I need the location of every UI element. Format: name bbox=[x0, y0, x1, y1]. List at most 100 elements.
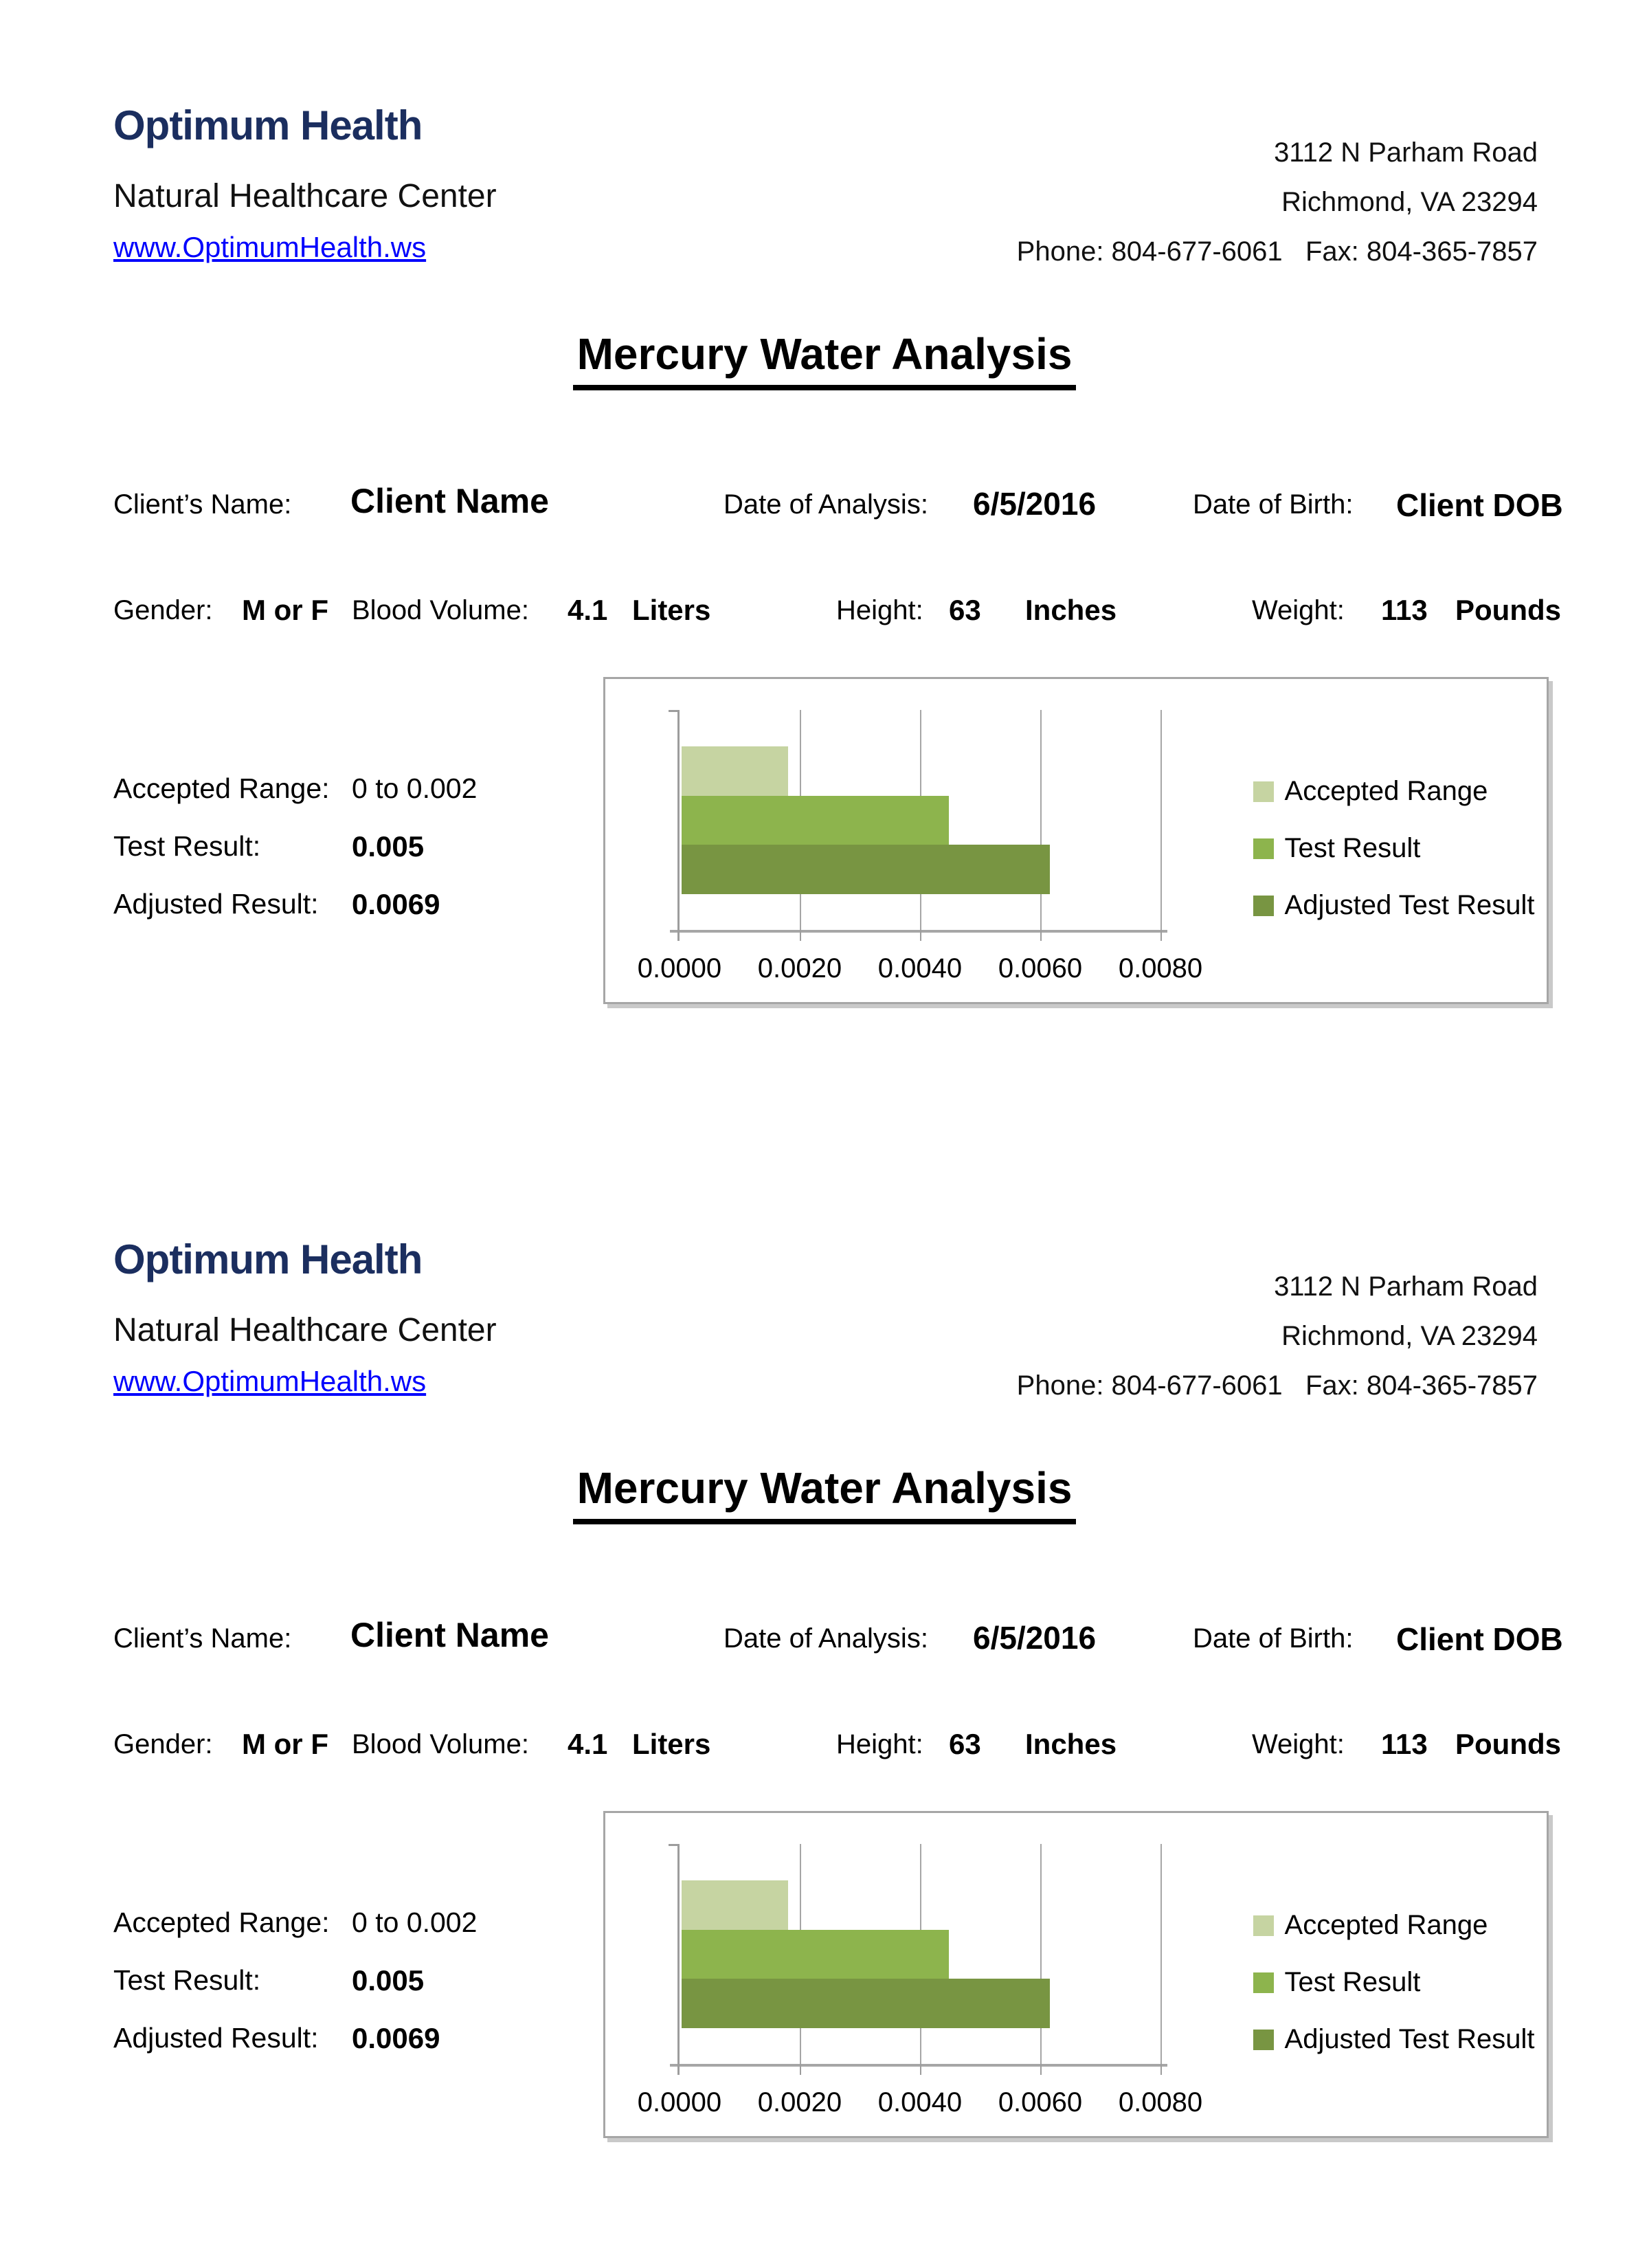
report-title: Mercury Water Analysis bbox=[572, 1463, 1077, 1524]
height-label: Height: bbox=[836, 595, 923, 625]
bar-group bbox=[681, 1880, 1353, 2028]
accepted-range-label: Accepted Range: bbox=[113, 1906, 330, 1938]
date-of-analysis-value: 6/5/2016 bbox=[973, 486, 1097, 522]
weight-label: Weight: bbox=[1252, 595, 1345, 625]
x-tick-label: 0.0080 bbox=[1118, 2087, 1203, 2117]
legend-label: Adjusted Test Result bbox=[1284, 2024, 1535, 2054]
legend-item-test-result: Test Result bbox=[1253, 1967, 1535, 1998]
legend-item-adjusted-test-result: Adjusted Test Result bbox=[1253, 890, 1535, 921]
x-axis-tick bbox=[1040, 2063, 1042, 2075]
blood-volume-unit: Liters bbox=[632, 594, 711, 626]
gridline bbox=[1160, 710, 1162, 930]
legend-label: Adjusted Test Result bbox=[1284, 890, 1535, 920]
legend-label: Test Result bbox=[1284, 833, 1421, 863]
weight-unit: Pounds bbox=[1455, 594, 1561, 626]
org-subtitle: Natural Healthcare Center bbox=[113, 1312, 497, 1348]
legend-swatch-adjusted-test-result bbox=[1253, 2029, 1274, 2050]
adjusted-result-label: Adjusted Result: bbox=[113, 888, 319, 920]
legend-swatch-accepted-range bbox=[1253, 1915, 1274, 1936]
x-tick-label: 0.0020 bbox=[757, 2087, 842, 2117]
legend-label: Test Result bbox=[1284, 1967, 1421, 1997]
adjusted-result-value: 0.0069 bbox=[352, 888, 440, 920]
gridline bbox=[1160, 1844, 1162, 2064]
address-city: Richmond, VA 23294 bbox=[1281, 187, 1538, 217]
legend-swatch-adjusted-test-result bbox=[1253, 895, 1274, 916]
mercury-bar-chart: 0.0000 0.0020 0.0040 0.0060 0.0080 Accep… bbox=[603, 1811, 1549, 2138]
bar-adjusted-test-result bbox=[681, 1979, 1051, 2028]
blood-volume-value: 4.1 bbox=[568, 594, 608, 626]
x-tick-label: 0.0000 bbox=[637, 2087, 722, 2117]
height-unit: Inches bbox=[1025, 594, 1117, 626]
y-axis-top-tick bbox=[668, 1844, 680, 1847]
org-website-link[interactable]: www.OptimumHealth.ws bbox=[113, 1365, 427, 1397]
address-street: 3112 N Parham Road bbox=[1274, 137, 1538, 168]
report-title-wrap: Mercury Water Analysis bbox=[0, 329, 1649, 390]
x-tick-label: 0.0020 bbox=[757, 953, 842, 983]
blood-volume-value: 4.1 bbox=[568, 1728, 608, 1760]
mercury-bar-chart: 0.0000 0.0020 0.0040 0.0060 0.0080 Accep… bbox=[603, 677, 1549, 1004]
address-phone-fax: Phone: 804-677-6061 Fax: 804-365-7857 bbox=[1016, 236, 1538, 267]
date-of-birth-value: Client DOB bbox=[1396, 487, 1563, 523]
test-result-value: 0.005 bbox=[352, 1964, 425, 1997]
bar-group bbox=[681, 746, 1353, 894]
date-of-birth-value: Client DOB bbox=[1396, 1621, 1563, 1657]
org-website-link[interactable]: www.OptimumHealth.ws bbox=[113, 231, 427, 263]
blood-volume-unit: Liters bbox=[632, 1728, 711, 1760]
height-value: 63 bbox=[949, 1728, 981, 1760]
date-of-analysis-label: Date of Analysis: bbox=[723, 489, 928, 520]
date-of-analysis-label: Date of Analysis: bbox=[723, 1623, 928, 1654]
address-phone-fax: Phone: 804-677-6061 Fax: 804-365-7857 bbox=[1016, 1370, 1538, 1401]
blood-volume-label: Blood Volume: bbox=[352, 1729, 529, 1759]
weight-value: 113 bbox=[1381, 594, 1428, 626]
legend-swatch-accepted-range bbox=[1253, 781, 1274, 802]
x-axis-tick bbox=[1040, 929, 1042, 941]
gender-label: Gender: bbox=[113, 595, 213, 625]
weight-unit: Pounds bbox=[1455, 1728, 1561, 1760]
x-tick-label: 0.0060 bbox=[998, 953, 1083, 983]
weight-label: Weight: bbox=[1252, 1729, 1345, 1759]
client-name-label: Client’s Name: bbox=[113, 489, 292, 520]
gridline bbox=[1040, 710, 1042, 930]
bar-test-result bbox=[681, 795, 949, 845]
chart-legend: Accepted Range Test Result Adjusted Test… bbox=[1253, 776, 1535, 921]
y-axis-top-tick bbox=[668, 710, 680, 713]
legend-item-test-result: Test Result bbox=[1253, 833, 1535, 864]
report-copy-1: Optimum Health Natural Healthcare Center… bbox=[0, 102, 1649, 1004]
report-title-wrap: Mercury Water Analysis bbox=[0, 1463, 1649, 1524]
height-unit: Inches bbox=[1025, 1728, 1117, 1760]
adjusted-result-label: Adjusted Result: bbox=[113, 2022, 319, 2054]
accepted-range-value: 0 to 0.002 bbox=[352, 772, 478, 804]
gender-value: M or F bbox=[242, 594, 328, 626]
chart-plot-area: 0.0000 0.0020 0.0040 0.0060 0.0080 bbox=[638, 710, 1202, 983]
date-of-birth-label: Date of Birth: bbox=[1193, 489, 1354, 520]
report-title: Mercury Water Analysis bbox=[572, 329, 1077, 390]
legend-label: Accepted Range bbox=[1284, 1910, 1488, 1940]
bar-accepted-range bbox=[681, 1880, 789, 1930]
date-of-birth-label: Date of Birth: bbox=[1193, 1623, 1354, 1654]
x-axis-tick bbox=[799, 2063, 801, 2075]
x-axis-tick bbox=[799, 929, 801, 941]
x-axis-tick bbox=[677, 2063, 680, 2075]
x-axis-tick bbox=[1160, 2063, 1162, 2075]
address-city: Richmond, VA 23294 bbox=[1281, 1321, 1538, 1351]
height-value: 63 bbox=[949, 594, 981, 626]
bar-adjusted-test-result bbox=[681, 845, 1051, 894]
org-name: Optimum Health bbox=[113, 1236, 423, 1282]
height-label: Height: bbox=[836, 1729, 923, 1759]
org-subtitle: Natural Healthcare Center bbox=[113, 178, 497, 214]
x-tick-label: 0.0000 bbox=[637, 953, 722, 983]
gender-label: Gender: bbox=[113, 1729, 213, 1759]
bar-accepted-range bbox=[681, 746, 789, 796]
client-name-value: Client Name bbox=[350, 1616, 549, 1654]
legend-label: Accepted Range bbox=[1284, 776, 1488, 806]
weight-value: 113 bbox=[1381, 1728, 1428, 1760]
x-axis-tick bbox=[1160, 929, 1162, 941]
legend-item-accepted-range: Accepted Range bbox=[1253, 776, 1535, 807]
client-name-label: Client’s Name: bbox=[113, 1623, 292, 1654]
date-of-analysis-value: 6/5/2016 bbox=[973, 1620, 1097, 1656]
x-tick-label: 0.0040 bbox=[877, 953, 963, 983]
legend-item-accepted-range: Accepted Range bbox=[1253, 1910, 1535, 1941]
adjusted-result-value: 0.0069 bbox=[352, 2022, 440, 2054]
x-axis-tick bbox=[919, 929, 921, 941]
